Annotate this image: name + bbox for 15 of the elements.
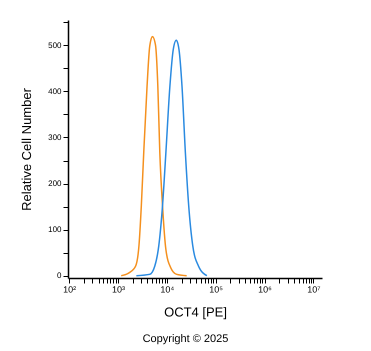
y-tick-label: 100 [48,225,62,234]
y-tick-label: 500 [48,40,62,50]
text: Copyright © 2025 [142,333,230,345]
y-tick-label: 200 [48,179,62,188]
y-tick-label: 0 [57,271,62,280]
x-tick-label: 10⁴ [160,284,174,294]
x-tick-label: 10⁶ [258,284,272,294]
x-axis-title: OCT4 [PE] [164,304,227,320]
x-tick-label: 10⁷ [307,284,321,294]
x-tick-label: 10² [63,284,76,294]
y-axis-title: Relative Cell Number [19,87,34,211]
x-tick-label: 10³ [112,284,125,294]
y-tick-label: 400 [48,86,62,96]
y-tick-label: 300 [48,132,62,142]
x-tick-label: 10⁵ [209,284,224,294]
